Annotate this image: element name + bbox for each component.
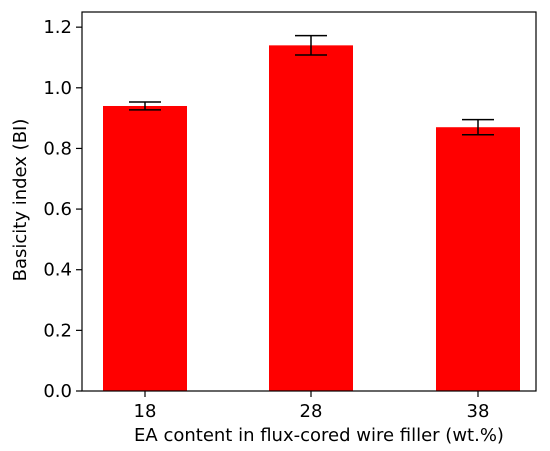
x-axis: 18 28 38 [134, 391, 490, 422]
x-tick-label: 18 [134, 401, 157, 422]
bar [269, 45, 353, 392]
plot-area [103, 34, 520, 392]
y-axis-label: Basicity index (BI) [10, 119, 31, 282]
y-tick-label: 0.2 [43, 320, 72, 341]
y-tick-label: 0.0 [43, 381, 72, 402]
y-axis: 0.0 0.2 0.4 0.6 0.8 1.0 1.2 [43, 17, 82, 402]
y-tick-label: 0.4 [43, 260, 72, 281]
plot-frame [81, 11, 537, 392]
y-tick-label: 0.8 [43, 138, 72, 159]
y-tick-label: 0.6 [43, 199, 72, 220]
x-tick-label: 28 [300, 401, 323, 422]
bar [436, 127, 520, 391]
bar [103, 105, 187, 391]
x-axis-label: EA content in flux-cored wire filler (wt… [134, 425, 504, 446]
y-tick-label: 1.0 [43, 78, 72, 99]
x-tick-label: 38 [467, 401, 490, 422]
y-tick-label: 1.2 [43, 17, 72, 38]
